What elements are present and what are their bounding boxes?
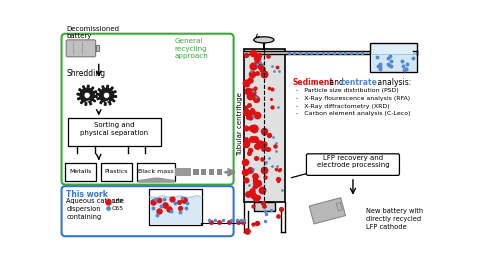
Text: analysis:: analysis: — [375, 78, 412, 87]
Text: -   Carbon element analysis (C-Leco): - Carbon element analysis (C-Leco) — [296, 111, 411, 117]
Bar — [149, 189, 202, 225]
Text: Metalls: Metalls — [70, 169, 92, 174]
Polygon shape — [309, 198, 346, 224]
Polygon shape — [96, 85, 117, 105]
Text: New battery with
directly recycled
LFP cathode: New battery with directly recycled LFP c… — [366, 208, 423, 230]
Bar — [137, 163, 176, 181]
FancyBboxPatch shape — [66, 40, 96, 57]
Text: C65: C65 — [112, 206, 124, 211]
Text: Sediment: Sediment — [292, 78, 334, 87]
Bar — [150, 196, 201, 224]
Text: Aqueous cathode
dispersion
containing: Aqueous cathode dispersion containing — [66, 198, 124, 220]
Text: This work: This work — [66, 190, 108, 199]
Circle shape — [84, 92, 90, 98]
Bar — [193, 169, 199, 175]
Circle shape — [103, 92, 109, 98]
Text: -   Particle size distribution (PSD): - Particle size distribution (PSD) — [296, 88, 399, 93]
Text: LFP recovery and
electrode processing: LFP recovery and electrode processing — [317, 155, 389, 168]
Polygon shape — [336, 202, 342, 211]
Bar — [209, 169, 214, 175]
Bar — [96, 45, 99, 51]
Bar — [176, 169, 191, 176]
Bar — [201, 169, 206, 175]
Bar — [254, 202, 275, 211]
Text: -   X-Ray flourescence analysis (RFA): - X-Ray flourescence analysis (RFA) — [296, 96, 410, 101]
Text: Plastics: Plastics — [105, 169, 128, 174]
Text: centrate: centrate — [340, 78, 377, 87]
Ellipse shape — [254, 37, 274, 43]
Bar — [244, 51, 417, 54]
Bar — [370, 43, 417, 72]
Bar — [244, 49, 285, 202]
Text: Decomissioned
battery: Decomissioned battery — [66, 26, 119, 39]
Text: General
recycling
approach: General recycling approach — [175, 38, 208, 59]
Polygon shape — [77, 85, 97, 105]
FancyBboxPatch shape — [61, 186, 234, 236]
Bar — [216, 169, 222, 175]
Bar — [101, 163, 132, 181]
FancyBboxPatch shape — [61, 34, 234, 185]
Text: Black mass: Black mass — [138, 169, 174, 174]
Text: and: and — [327, 78, 347, 87]
Bar — [65, 163, 96, 181]
Text: Tubular centrifuge: Tubular centrifuge — [237, 93, 243, 157]
Text: Shredding: Shredding — [66, 69, 105, 78]
FancyBboxPatch shape — [306, 154, 399, 175]
Bar — [371, 54, 416, 72]
Text: Sorting and
physical separation: Sorting and physical separation — [80, 122, 148, 136]
Text: LFP: LFP — [112, 199, 123, 204]
Bar — [68, 118, 161, 146]
Text: -   X-Ray diffractometry (XRD): - X-Ray diffractometry (XRD) — [296, 104, 390, 109]
